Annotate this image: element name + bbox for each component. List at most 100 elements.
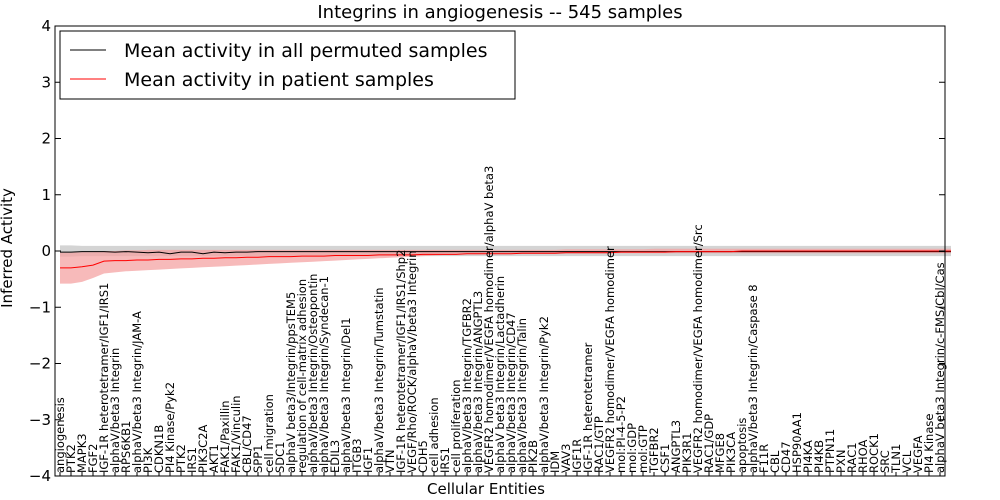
x-category-label: alphaV/beta3 Integrin/Syndecan-1	[317, 276, 331, 473]
confidence-band-patient	[60, 248, 951, 284]
x-category-label: IRS1	[438, 447, 452, 473]
y-tick-label: −3	[29, 411, 51, 429]
x-category-label: mol:GTP	[636, 425, 650, 473]
x-category-label: CD47	[779, 441, 793, 473]
x-category-label: F11R	[757, 444, 771, 473]
x-category-label: CBL	[768, 450, 782, 473]
y-tick-label: 3	[41, 73, 51, 91]
x-category-label: PI4KA	[801, 440, 815, 473]
x-category-label: SPP1	[251, 445, 265, 474]
x-category-label: PI4 Kinase/Pyk2	[163, 382, 177, 473]
x-category-label: alphaV/beta3 Integrin/CD47	[504, 312, 518, 473]
x-category-label: VEGF/Rho/ROCK/alphaV/beta3 Integrin	[405, 250, 419, 473]
x-category-label: alphaV beta3 Integrin/Lactadherin	[493, 276, 507, 473]
x-category-label: CBL/CD47	[240, 415, 254, 473]
x-category-label: RPS6KB1	[119, 421, 133, 473]
x-category-label: mol:GDP	[625, 423, 639, 473]
x-category-label: ITGB3	[350, 438, 364, 473]
y-tick-label: 2	[41, 130, 51, 148]
x-category-label: AKT1	[207, 444, 221, 473]
x-category-label: RAC1	[845, 442, 859, 473]
x-category-label: PI3K	[141, 447, 155, 473]
x-category-label: VEGFA	[911, 435, 925, 473]
x-category-label: PXN	[834, 450, 848, 473]
chart-title: Integrins in angiogenesis -- 545 samples	[317, 2, 682, 23]
x-category-label: alphaV/beta3 Integrin/JAM-A	[130, 311, 144, 473]
x-category-label: cell adhesion	[427, 397, 441, 473]
x-category-label: VEGFR2 homodimer/VEGFA homodimer/alphaV …	[482, 166, 496, 473]
y-axis-label: Inferred Activity	[0, 188, 16, 308]
x-category-label: RHOA	[856, 440, 870, 473]
x-category-label: IGF1	[361, 447, 375, 473]
x-category-label: cell proliferation	[449, 379, 463, 473]
x-category-label: CDH5	[416, 440, 430, 473]
y-tick-label: −1	[29, 298, 51, 316]
x-category-label: angiogenesis	[53, 397, 67, 473]
x-category-label: VEGFR2 homodimer/VEGFA homodimer	[603, 246, 617, 473]
y-tick-label: −4	[29, 467, 51, 485]
x-category-label: TLN1	[889, 444, 903, 474]
x-category-label: cell migration	[262, 394, 276, 473]
series-lines	[60, 250, 951, 269]
x-category-label: regulation of cell-matrix adhesion	[295, 279, 309, 473]
x-category-label: FAK1/Vinculin	[229, 395, 243, 473]
x-category-label: PTK2	[64, 444, 78, 473]
x-category-label: mol:PI-4-5-P2	[614, 396, 628, 473]
legend-label-patient: Mean activity in patient samples	[124, 69, 434, 91]
legend: Mean activity in all permuted samples Mea…	[59, 30, 516, 100]
x-category-label: alphaV/beta3 Integrin/TGFBR2	[460, 298, 474, 473]
x-category-label: PIK3R1	[680, 433, 694, 474]
series-line-patient	[60, 250, 951, 269]
legend-label-permuted: Mean activity in all permuted samples	[124, 40, 487, 62]
x-category-label: VTN	[383, 450, 397, 474]
y-tick-label: 4	[41, 17, 51, 35]
x-category-label: TGFBR2	[647, 427, 661, 474]
x-category-label: alphaV/beta3 Integrin/Osteopontin	[306, 274, 320, 473]
x-category-label: MAPK3	[75, 433, 89, 473]
x-category-label: alphaV beta3/Integrin/ppsTEM5	[284, 292, 298, 473]
x-category-label: EDIL3	[328, 440, 342, 473]
x-category-label: alphaV/beta3 Integrin/Pyk2	[537, 316, 551, 473]
x-category-label: PIK2B	[526, 440, 540, 473]
y-tick-label: 1	[41, 186, 51, 204]
x-category-label: FGF2	[86, 444, 100, 473]
x-category-label: ROCK1	[867, 433, 881, 473]
x-category-label: IGF-1R heterotetramer/IGF1/IRS1	[97, 283, 111, 473]
x-category-label: PIK3C2A	[196, 424, 210, 473]
x-category-label: IGF-1R heterotetramer	[581, 342, 595, 473]
x-category-label: PIK3CA	[724, 432, 738, 473]
series-line-permuted	[60, 251, 951, 255]
x-category-label: PI4KB	[812, 440, 826, 473]
x-category-label: alphaV/beta3 Integrin/Talin	[515, 318, 529, 473]
x-category-label: PI4 Kinase	[922, 414, 936, 473]
x-category-label: HSP90AA1	[790, 412, 804, 473]
x-category-label: PTPN11	[823, 429, 837, 473]
x-category-label: PTK2	[174, 444, 188, 473]
y-axis-ticks: 4 3 2 1 0 −1 −2 −3 −4	[29, 17, 945, 485]
x-category-label: ANGPTL3	[669, 420, 683, 473]
y-tick-label: −2	[29, 355, 51, 373]
x-category-label: IGF-1R heterotetramer/IGF1/IRS1/Shp2	[394, 250, 408, 473]
x-category-label: alphaV/beta3 Integrin/Del1	[339, 317, 353, 473]
x-category-label: VEGFR2 homodimer/VEGFA homodimer/Src	[691, 224, 705, 473]
x-category-label: SDC1	[273, 441, 287, 473]
legend-box	[59, 30, 516, 100]
x-category-label: alphaV/beta3 Integrin/Caspase 8	[746, 284, 760, 473]
x-category-label: alphaV beta3 Integrin/c-FMS/Cbl/Cas	[933, 262, 947, 473]
x-category-label: RAC1/GDP	[702, 414, 716, 473]
x-category-label: alphaV/beta3 Integrin	[108, 348, 122, 473]
x-category-label: FAK1/Paxillin	[218, 401, 232, 474]
x-category-label: SRC	[878, 450, 892, 473]
x-category-label: alphaV/beta3 Integrin/ANGPTL3	[471, 291, 485, 473]
x-category-label: IDM	[548, 451, 562, 473]
x-category-label: IGF1R	[570, 439, 584, 473]
x-category-label: MFGE8	[713, 433, 727, 473]
x-category-label: IRS1	[185, 447, 199, 473]
x-category-label: alphaV/beta3 Integrin/Tumstatin	[372, 288, 386, 473]
x-category-label: CDKN1B	[152, 425, 166, 473]
confidence-bands	[60, 245, 951, 284]
x-axis-label: Cellular Entities	[427, 480, 545, 498]
y-tick-label: 0	[41, 242, 51, 260]
